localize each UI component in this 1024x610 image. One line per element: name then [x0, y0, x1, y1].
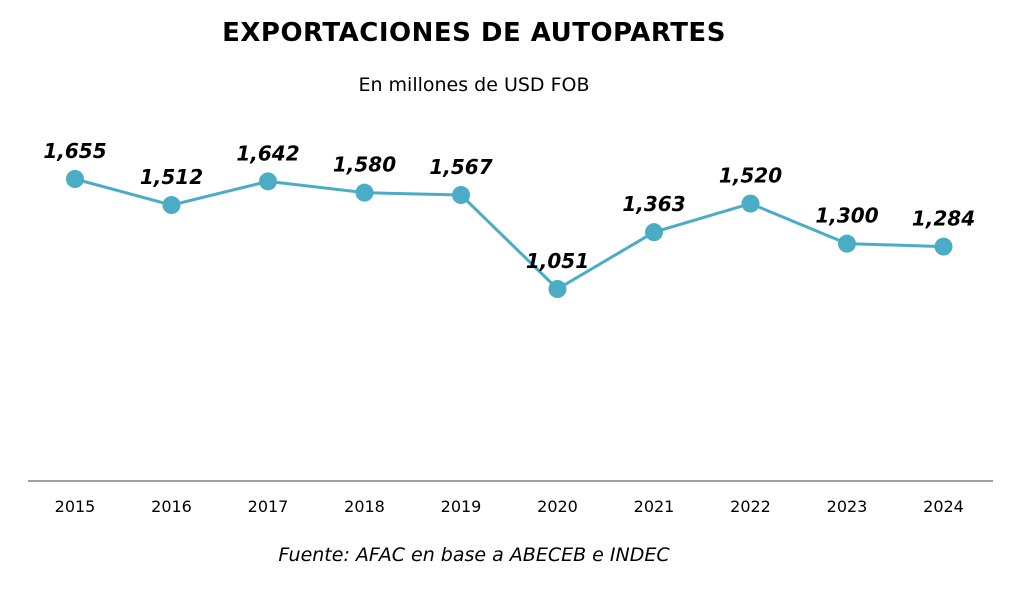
- chart-subtitle: En millones de USD FOB: [358, 74, 590, 96]
- x-tick-2016: 2016: [151, 497, 192, 516]
- data-point-2023: [838, 234, 856, 253]
- data-point-2021: [645, 223, 663, 242]
- data-label-2023: 1,300: [815, 204, 878, 228]
- data-label-2019: 1,567: [429, 155, 492, 179]
- x-tick-2018: 2018: [344, 497, 385, 516]
- series-line: [74, 177, 944, 291]
- data-label-2020: 1,051: [526, 249, 589, 273]
- data-label-2024: 1,284: [912, 207, 975, 231]
- data-label-2015: 1,655: [43, 139, 106, 163]
- data-label-2022: 1,520: [719, 164, 782, 188]
- chart-title: EXPORTACIONES DE AUTOPARTES: [222, 18, 726, 48]
- data-point-2019: [452, 186, 470, 205]
- data-point-2018: [355, 183, 374, 202]
- x-tick-2020: 2020: [537, 497, 578, 516]
- x-tick-2024: 2024: [923, 497, 964, 516]
- chart-source: Fuente: AFAC en base a ABECEB e INDEC: [278, 544, 670, 566]
- x-tick-2021: 2021: [634, 497, 675, 516]
- x-tick-2019: 2019: [441, 497, 482, 516]
- x-tick-2022: 2022: [730, 497, 771, 516]
- data-label-2016: 1,512: [140, 165, 203, 189]
- x-tick-2015: 2015: [55, 497, 96, 516]
- x-tick-2017: 2017: [248, 497, 289, 516]
- x-tick-2023: 2023: [827, 497, 868, 516]
- data-point-2015: [66, 170, 84, 188]
- data-label-2017: 1,642: [236, 141, 299, 165]
- data-label-2018: 1,580: [333, 153, 396, 177]
- data-point-2020: [548, 280, 567, 298]
- data-label-2021: 1,363: [622, 192, 685, 216]
- data-point-2022: [741, 194, 760, 213]
- data-point-2016: [162, 196, 181, 215]
- data-point-2017: [259, 172, 277, 191]
- data-point-2024: [934, 237, 953, 256]
